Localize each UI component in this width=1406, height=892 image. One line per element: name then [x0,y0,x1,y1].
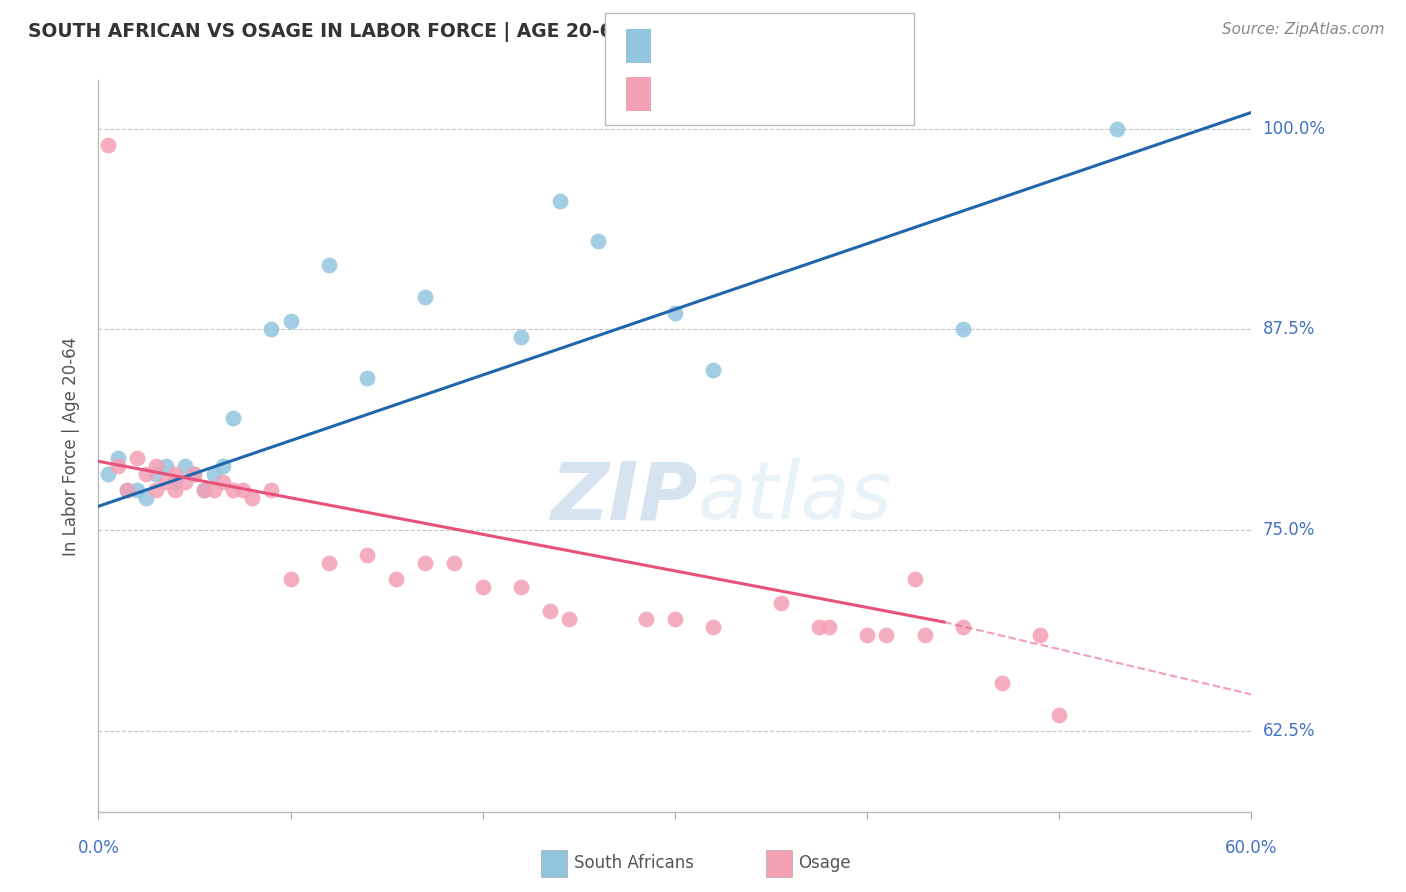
Point [586,234,609,248]
Point [183,467,205,482]
Point [240,491,263,506]
Point [471,580,494,594]
Point [231,483,254,498]
Point [817,620,839,634]
Point [356,548,378,562]
Point [222,410,245,425]
Text: SOUTH AFRICAN VS OSAGE IN LABOR FORCE | AGE 20-64 CORRELATION CHART: SOUTH AFRICAN VS OSAGE IN LABOR FORCE | … [28,22,858,42]
Point [174,459,197,474]
Text: 62.5%: 62.5% [1263,723,1315,740]
Point [280,572,302,586]
Point [510,330,533,344]
Point [97,137,120,152]
Point [202,483,225,498]
Text: South Africans: South Africans [574,855,693,872]
Text: N = 28: N = 28 [778,33,845,51]
Text: 60.0%: 60.0% [1225,839,1278,857]
Point [107,451,129,466]
Point [664,612,686,626]
Point [107,459,129,474]
Point [145,483,167,498]
Point [97,467,120,482]
Y-axis label: In Labor Force | Age 20-64: In Labor Force | Age 20-64 [62,336,80,556]
Point [385,572,408,586]
Point [125,451,148,466]
Text: 87.5%: 87.5% [1263,320,1315,338]
Point [222,483,245,498]
Point [212,475,235,490]
Point [356,370,378,384]
Text: 100.0%: 100.0% [1263,120,1326,137]
Point [165,483,187,498]
Text: atlas: atlas [697,458,893,536]
Text: ZIP: ZIP [551,458,697,536]
Point [260,322,283,336]
Point [202,467,225,482]
Point [702,362,724,376]
Point [212,459,235,474]
Point [952,620,974,634]
Text: 75.0%: 75.0% [1263,522,1315,540]
Point [193,483,215,498]
Point [155,475,177,490]
Point [318,556,340,570]
Point [510,580,533,594]
Point [808,620,831,634]
Point [904,572,927,586]
Point [702,620,724,634]
Point [636,612,658,626]
Point [135,491,157,506]
Point [117,483,139,498]
Text: -0.326: -0.326 [699,81,763,99]
Point [318,258,340,272]
Text: 0.605: 0.605 [699,33,755,51]
Point [145,467,167,482]
Point [1105,121,1128,136]
Point [548,194,571,208]
Point [443,556,465,570]
Text: Osage: Osage [799,855,851,872]
Point [165,475,187,490]
Point [1029,628,1052,642]
Point [183,467,205,482]
Text: Source: ZipAtlas.com: Source: ZipAtlas.com [1222,22,1385,37]
Point [125,483,148,498]
Point [875,628,897,642]
Point [413,290,436,304]
Point [990,676,1012,690]
Point [117,483,139,498]
Text: N = 43: N = 43 [778,81,845,99]
Point [165,467,187,482]
Point [664,306,686,320]
Point [914,628,936,642]
Point [260,483,283,498]
Point [280,314,302,328]
Point [856,628,879,642]
Text: R =: R = [659,81,699,99]
Point [558,612,581,626]
Point [193,483,215,498]
Point [135,467,157,482]
Point [952,322,974,336]
Text: R =: R = [659,33,699,51]
Point [155,459,177,474]
Point [769,596,792,610]
Point [538,604,561,618]
Point [1047,708,1070,723]
Point [145,459,167,474]
Text: 0.0%: 0.0% [77,839,120,857]
Point [174,475,197,490]
Point [413,556,436,570]
